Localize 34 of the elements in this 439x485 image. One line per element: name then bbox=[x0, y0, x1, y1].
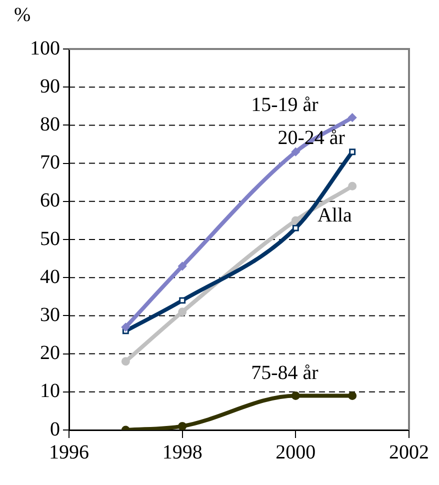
point bbox=[292, 224, 299, 232]
point bbox=[348, 391, 357, 400]
series-label: 75-84 år bbox=[251, 362, 319, 384]
x-tick-label: 1998 bbox=[162, 441, 202, 464]
y-axis-title: % bbox=[14, 4, 31, 27]
y-tick-label: 10 bbox=[40, 380, 60, 402]
point bbox=[178, 308, 187, 316]
x-tick-label: 1996 bbox=[49, 441, 89, 464]
point bbox=[291, 391, 300, 400]
series-label: 20-24 år bbox=[278, 127, 346, 150]
series-label: 15-19 år bbox=[251, 94, 319, 116]
point bbox=[348, 113, 357, 122]
y-tick-label: 100 bbox=[30, 37, 60, 60]
y-tick-label: 80 bbox=[40, 113, 60, 136]
y-tick-label: 30 bbox=[40, 304, 60, 326]
point bbox=[179, 297, 186, 304]
y-tick-label: 40 bbox=[40, 266, 60, 288]
point bbox=[291, 216, 300, 225]
y-tick-label: 0 bbox=[50, 418, 60, 440]
point bbox=[178, 422, 187, 430]
point bbox=[121, 357, 130, 366]
y-tick-label: 70 bbox=[40, 152, 60, 174]
x-tick-label: 2000 bbox=[276, 441, 316, 464]
point bbox=[349, 148, 356, 156]
x-tick-label: 2002 bbox=[389, 441, 429, 464]
y-tick-label: 50 bbox=[40, 228, 60, 250]
y-tick-label: 20 bbox=[40, 342, 60, 364]
series-label: Alla bbox=[317, 204, 352, 227]
y-tick-label: 90 bbox=[40, 75, 60, 98]
point bbox=[178, 262, 187, 270]
point bbox=[348, 182, 357, 190]
y-tick-label: 60 bbox=[40, 190, 60, 212]
point bbox=[291, 148, 300, 156]
point bbox=[121, 322, 130, 332]
